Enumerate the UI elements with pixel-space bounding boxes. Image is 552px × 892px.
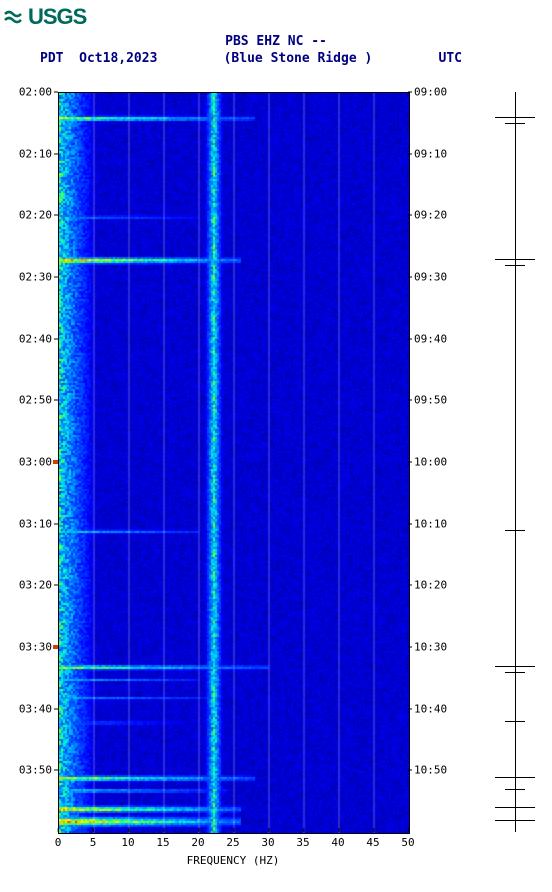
x-tick: 30 bbox=[261, 832, 274, 849]
y-tick-right: 10:10 bbox=[408, 517, 447, 530]
x-tick: 10 bbox=[121, 832, 134, 849]
header-left: PDT Oct18,2023 bbox=[40, 51, 157, 68]
left-event-marker bbox=[53, 645, 58, 649]
wave-icon bbox=[4, 6, 26, 28]
x-tick: 40 bbox=[331, 832, 344, 849]
event-marker bbox=[505, 789, 525, 790]
x-tick: 5 bbox=[90, 832, 97, 849]
y-tick-left: 02:40 bbox=[19, 332, 58, 345]
event-marker bbox=[495, 777, 535, 778]
y-tick-left: 02:00 bbox=[19, 86, 58, 99]
y-tick-right: 10:50 bbox=[408, 764, 447, 777]
y-tick-left: 02:50 bbox=[19, 394, 58, 407]
y-tick-right: 10:00 bbox=[408, 456, 447, 469]
header-title: PBS EHZ NC -- bbox=[0, 34, 552, 51]
header-right: UTC bbox=[439, 51, 462, 68]
event-marker bbox=[505, 721, 525, 722]
y-tick-left: 03:50 bbox=[19, 764, 58, 777]
event-marker bbox=[505, 265, 525, 266]
x-tick: 0 bbox=[55, 832, 62, 849]
event-marker bbox=[505, 530, 525, 531]
event-marker bbox=[505, 672, 525, 673]
x-tick: 45 bbox=[366, 832, 379, 849]
event-marker-column bbox=[490, 92, 540, 832]
header: PBS EHZ NC -- PDT Oct18,2023 (Blue Stone… bbox=[0, 34, 552, 68]
logo-text: USGS bbox=[28, 4, 86, 30]
left-event-marker bbox=[53, 460, 58, 464]
x-tick: 20 bbox=[191, 832, 204, 849]
x-tick: 35 bbox=[296, 832, 309, 849]
y-tick-right: 10:20 bbox=[408, 579, 447, 592]
y-tick-left: 03:40 bbox=[19, 702, 58, 715]
event-marker bbox=[505, 123, 525, 124]
header-row2: PDT Oct18,2023 (Blue Stone Ridge ) UTC bbox=[0, 51, 552, 68]
usgs-logo: USGS bbox=[4, 4, 86, 30]
y-tick-left: 02:10 bbox=[19, 147, 58, 160]
x-tick: 50 bbox=[401, 832, 414, 849]
y-tick-left: 03:10 bbox=[19, 517, 58, 530]
y-tick-right: 09:50 bbox=[408, 394, 447, 407]
y-axis-right: 09:0009:1009:2009:3009:4009:5010:0010:10… bbox=[408, 92, 452, 832]
y-tick-right: 09:00 bbox=[408, 86, 447, 99]
y-tick-right: 10:40 bbox=[408, 702, 447, 715]
y-tick-right: 09:40 bbox=[408, 332, 447, 345]
y-tick-left: 02:20 bbox=[19, 209, 58, 222]
y-tick-right: 09:20 bbox=[408, 209, 447, 222]
header-station: (Blue Stone Ridge ) bbox=[224, 51, 373, 68]
y-tick-left: 03:20 bbox=[19, 579, 58, 592]
x-axis-label: FREQUENCY (HZ) bbox=[58, 854, 408, 867]
x-tick: 25 bbox=[226, 832, 239, 849]
y-tick-left: 02:30 bbox=[19, 271, 58, 284]
event-marker bbox=[495, 807, 535, 808]
spectrogram-plot bbox=[58, 92, 410, 834]
event-marker bbox=[495, 820, 535, 821]
y-tick-right: 10:30 bbox=[408, 641, 447, 654]
y-axis-left: 02:0002:1002:2002:3002:4002:5003:0003:10… bbox=[18, 92, 58, 832]
event-marker bbox=[495, 117, 535, 118]
y-tick-right: 09:30 bbox=[408, 271, 447, 284]
event-marker bbox=[495, 666, 535, 667]
page-root: USGS PBS EHZ NC -- PDT Oct18,2023 (Blue … bbox=[0, 0, 552, 892]
spectrogram-canvas bbox=[59, 93, 409, 833]
event-marker bbox=[495, 259, 535, 260]
y-tick-right: 09:10 bbox=[408, 147, 447, 160]
x-tick: 15 bbox=[156, 832, 169, 849]
